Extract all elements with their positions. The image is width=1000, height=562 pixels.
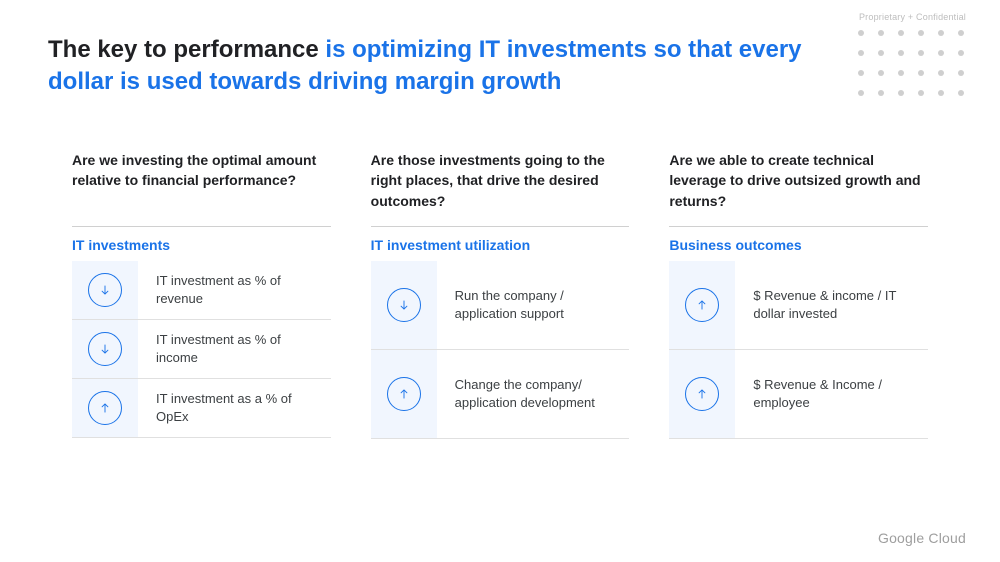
icon-cell [669,350,735,438]
confidential-label: Proprietary + Confidential [859,12,966,22]
column-category: IT investment utilization [371,237,630,253]
column-business-outcomes: Are we able to create technical leverage… [669,150,928,439]
icon-cell [371,350,437,438]
icon-cell [72,379,138,437]
metric-row: $ Revenue & income / IT dollar invested [669,261,928,350]
metric-row: IT investment as % of income [72,320,331,379]
metric-label: $ Revenue & Income / employee [735,368,928,420]
column-it-investments: Are we investing the optimal amount rela… [72,150,331,439]
column-category: Business outcomes [669,237,928,253]
arrow-up-icon [685,288,719,322]
page-title: The key to performance is optimizing IT … [48,34,820,99]
metric-label: Run the company / application support [437,279,630,331]
arrow-down-icon [88,332,122,366]
arrow-up-icon [685,377,719,411]
metric-row: IT investment as % of revenue [72,261,331,320]
columns-container: Are we investing the optimal amount rela… [72,150,928,439]
metric-label: IT investment as a % of OpEx [138,382,331,434]
metric-row: Run the company / application support [371,261,630,350]
icon-cell [669,261,735,349]
column-question: Are we able to create technical leverage… [669,150,928,212]
divider [371,226,630,227]
metric-row: Change the company/ application developm… [371,350,630,439]
rows: $ Revenue & income / IT dollar invested … [669,261,928,439]
arrow-up-icon [88,391,122,425]
metric-label: IT investment as % of revenue [138,264,331,316]
icon-cell [72,320,138,378]
icon-cell [371,261,437,349]
title-lead: The key to performance [48,36,325,63]
icon-cell [72,261,138,319]
footer-logo-text: Google Cloud [878,530,966,546]
arrow-up-icon [387,377,421,411]
metric-label: IT investment as % of income [138,323,331,375]
arrow-down-icon [88,273,122,307]
metric-row: IT investment as a % of OpEx [72,379,331,438]
rows: Run the company / application support Ch… [371,261,630,439]
arrow-down-icon [387,288,421,322]
divider [669,226,928,227]
metric-row: $ Revenue & Income / employee [669,350,928,439]
divider [72,226,331,227]
metric-label: Change the company/ application developm… [437,368,630,420]
metric-label: $ Revenue & income / IT dollar invested [735,279,928,331]
decorative-dot-grid [858,30,966,98]
column-question: Are we investing the optimal amount rela… [72,150,331,212]
column-question: Are those investments going to the right… [371,150,630,212]
footer-logo: Google Cloud [878,530,966,546]
rows: IT investment as % of revenue IT investm… [72,261,331,438]
column-category: IT investments [72,237,331,253]
column-it-utilization: Are those investments going to the right… [371,150,630,439]
